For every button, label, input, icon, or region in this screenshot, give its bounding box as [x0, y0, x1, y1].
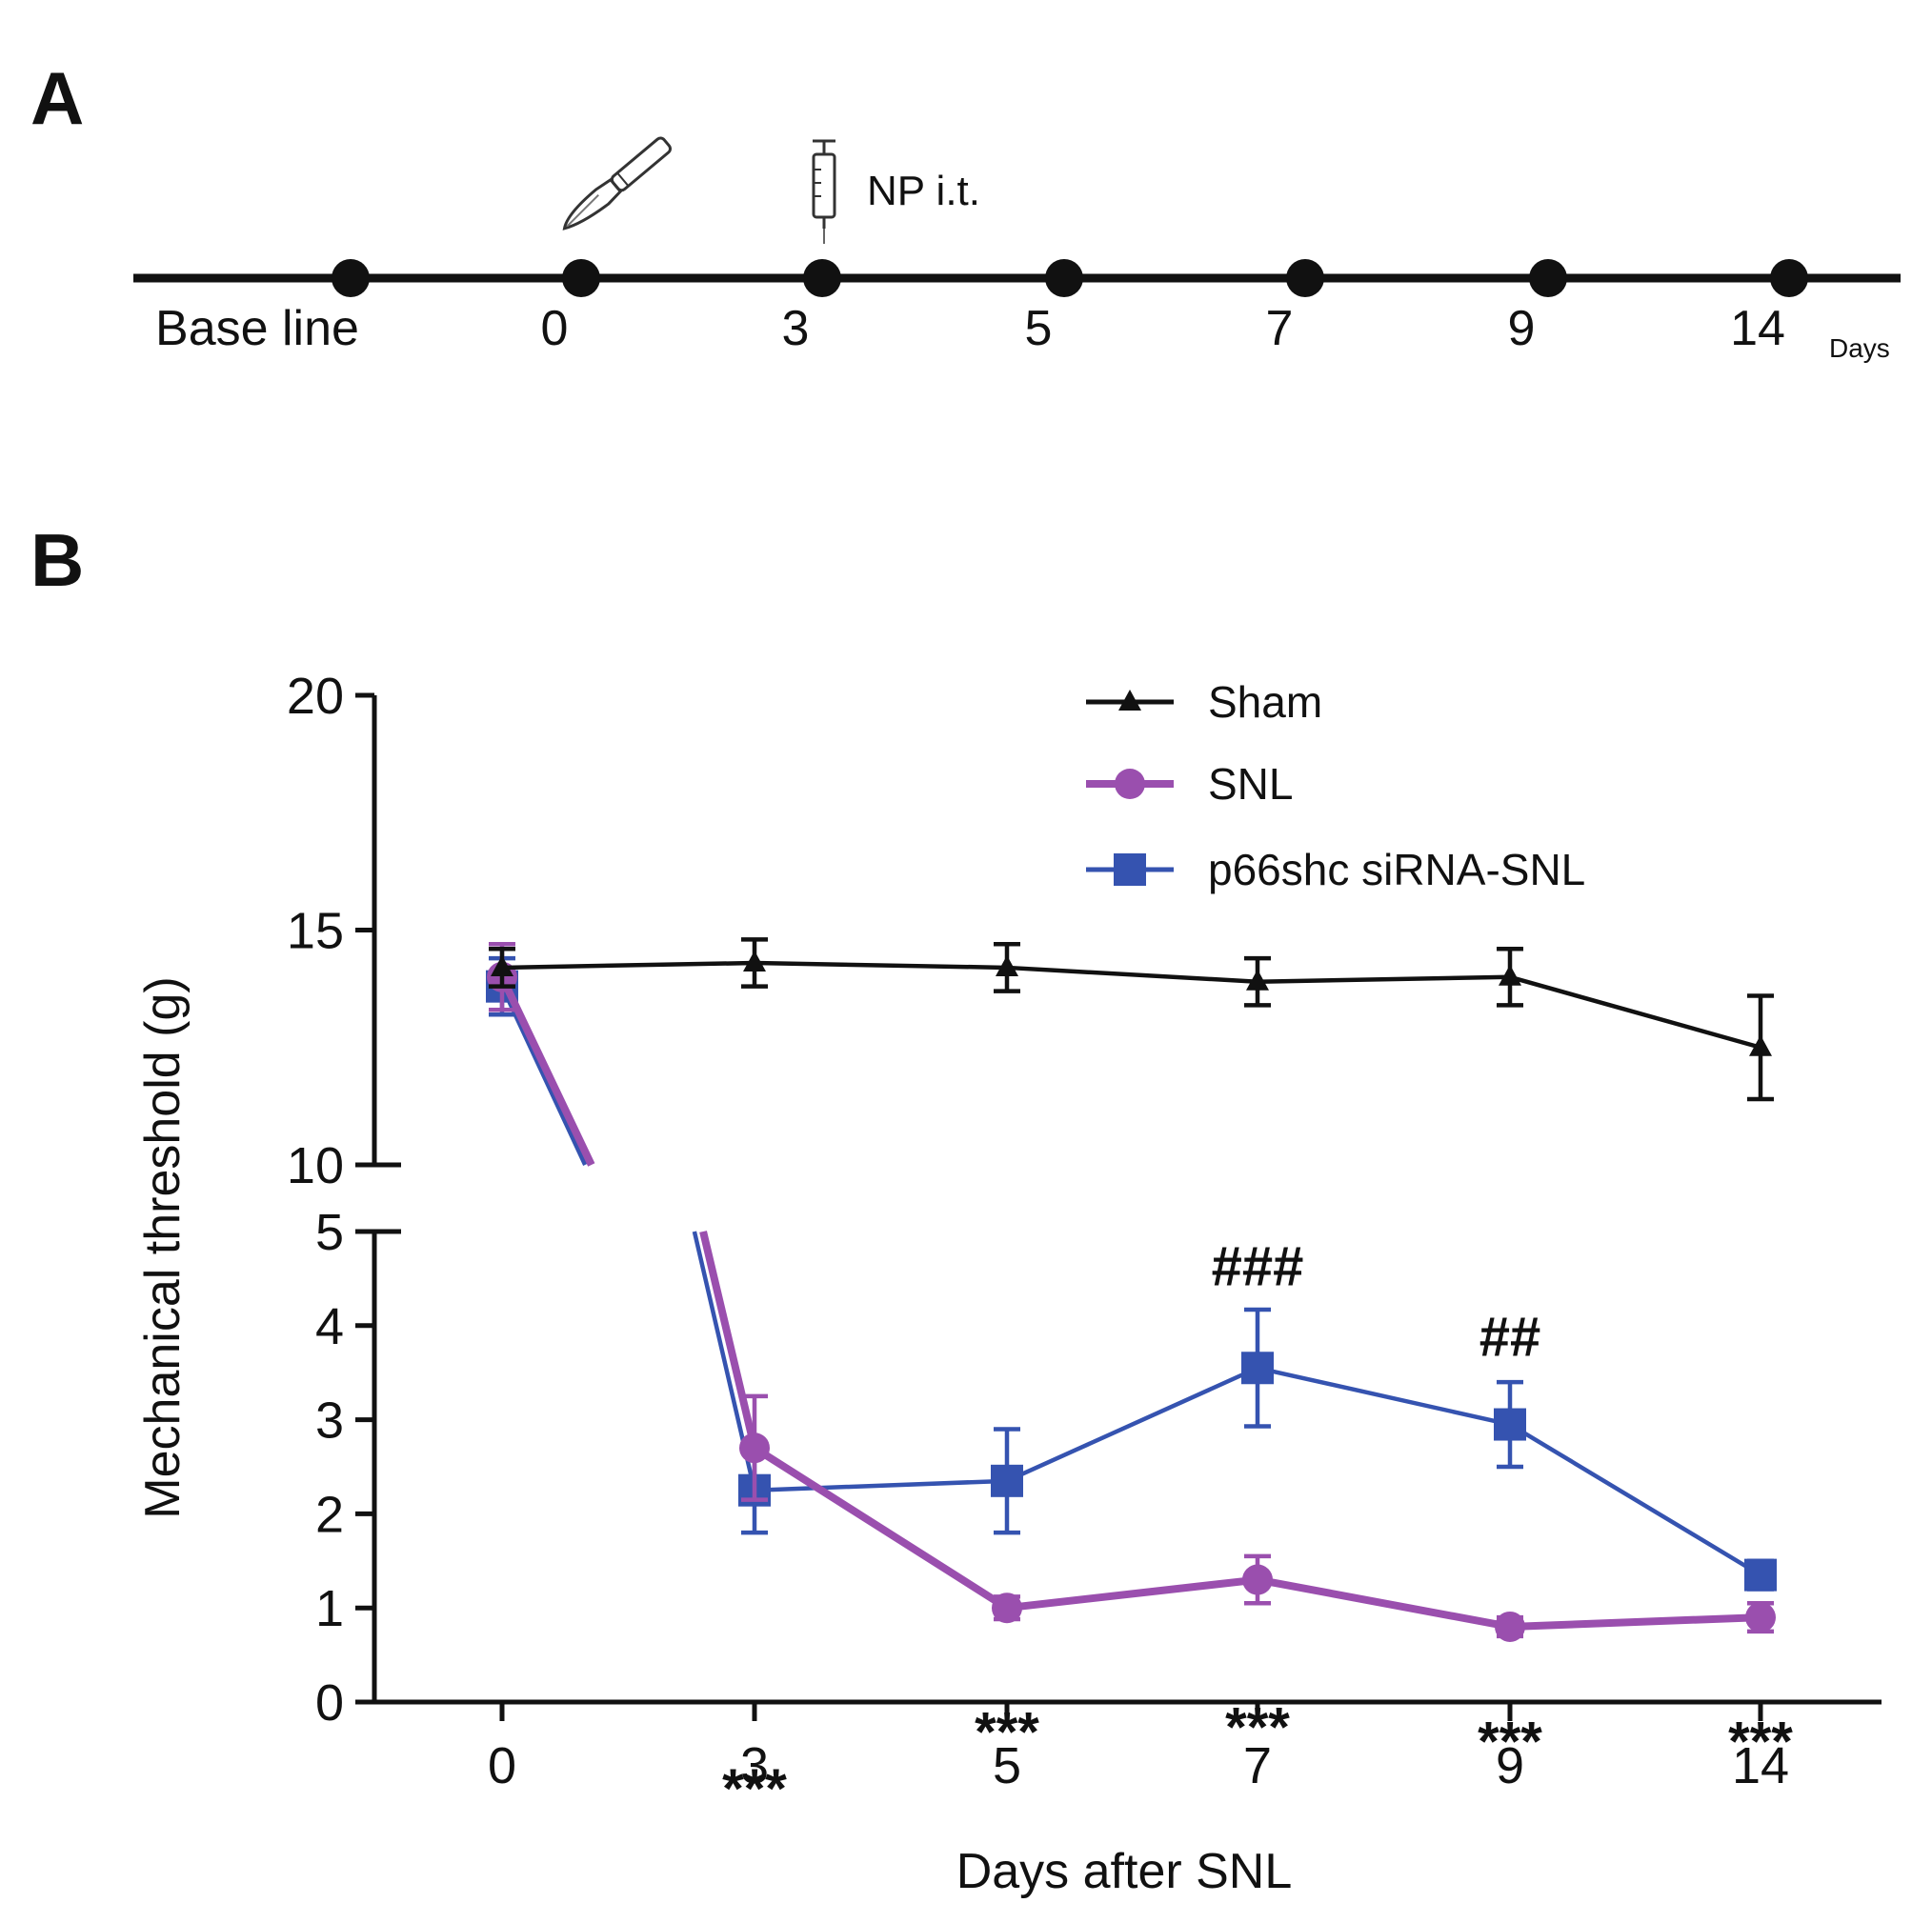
series-line-p66shc-sirna-snl-2: [1006, 1366, 1258, 1483]
timeline-label-3: 3: [782, 301, 810, 356]
x-tick-label-0: 0: [488, 1737, 516, 1794]
timeline-dot-14: [1770, 259, 1808, 297]
x-axis-title: Days after SNL: [956, 1844, 1293, 1899]
legend-item-snl: SNL: [1086, 759, 1293, 809]
series-line-p66shc-sirna-snl-3: [1257, 1366, 1511, 1427]
legend-item-sham: Sham: [1086, 677, 1322, 727]
injection-label: NP i.t.: [867, 168, 980, 214]
timeline-dot-5: [1045, 259, 1083, 297]
legend-item-p66shc-sirna-snl: p66shc siRNA-SNL: [1086, 845, 1585, 894]
legend-label-snl: SNL: [1208, 759, 1293, 809]
series-line-snl-0-lower: [699, 1231, 758, 1450]
series-line-sham-4: [1509, 974, 1761, 1050]
y-axis-title: Mechanical threshold (g): [135, 976, 191, 1518]
point-p66shc-sirna-snl-7: [1241, 1352, 1274, 1385]
point-p66shc-sirna-snl-5: [991, 1464, 1023, 1497]
series-line-p66shc-sirna-snl-1: [754, 1478, 1008, 1492]
annotation-hash-7: ###: [1212, 1236, 1304, 1298]
series-sham: [489, 937, 1774, 1102]
y-tick-label-5: 5: [315, 1204, 344, 1261]
timeline-label-7: 7: [1266, 301, 1294, 356]
y-tick-label-4: 4: [315, 1298, 344, 1355]
series-line-sham-0: [501, 960, 755, 971]
point-p66shc-sirna-snl-9: [1494, 1408, 1526, 1441]
y-tick-label-20: 20: [287, 668, 344, 725]
timeline-unit-label: Days: [1829, 333, 1890, 363]
annotation-hash-9: ##: [1479, 1307, 1541, 1369]
timeline-dot-0: [562, 259, 600, 297]
point-snl-9: [1495, 1611, 1525, 1642]
timeline-label-14: 14: [1730, 301, 1785, 356]
annotation-star-14: ***: [1728, 1712, 1793, 1773]
annotation-star-3: ***: [722, 1758, 787, 1820]
series-line-p66shc-sirna-snl-0-upper: [499, 985, 588, 1166]
point-sham-3: [743, 951, 766, 972]
x-tick-label-9: 9: [1496, 1737, 1524, 1794]
legend-marker-snl: [1115, 769, 1145, 799]
point-sham-5: [996, 954, 1018, 976]
point-snl-7: [1242, 1564, 1273, 1595]
annotation-star-7: ***: [1225, 1697, 1290, 1759]
series-line-snl-1: [752, 1444, 1010, 1612]
timeline-dot-3: [803, 259, 841, 297]
timeline-label-base-line: Base line: [155, 301, 359, 356]
chart-legend: Sham SNL p66shc siRNA-SNL: [1086, 677, 1585, 894]
panel-a-label: A: [30, 56, 84, 140]
legend-marker-sham: [1118, 690, 1141, 711]
syringe-icon: [812, 139, 836, 244]
panel-b-label: B: [30, 518, 84, 602]
series-snl: [487, 942, 1776, 1642]
timeline-label-0: 0: [541, 301, 569, 356]
series-layer: [486, 937, 1777, 1642]
series-line-snl-4: [1509, 1613, 1761, 1631]
point-sham-0: [491, 954, 513, 976]
series-line-p66shc-sirna-snl-4: [1508, 1422, 1762, 1577]
legend-label-sham: Sham: [1208, 677, 1322, 727]
timeline-dot-7: [1286, 259, 1324, 297]
point-sham-9: [1499, 964, 1521, 986]
timeline-label-9: 9: [1508, 301, 1536, 356]
series-line-snl-3: [1257, 1575, 1511, 1631]
y-tick-label-15: 15: [287, 903, 344, 960]
point-snl-14: [1745, 1602, 1776, 1633]
y-tick-label-0: 0: [315, 1674, 344, 1732]
x-tick-label-7: 7: [1243, 1737, 1272, 1794]
x-tick-label-5: 5: [993, 1737, 1021, 1794]
timeline-label-5: 5: [1025, 301, 1053, 356]
annotation-star-9: ***: [1478, 1712, 1542, 1773]
legend-label-p66shc-sirna-snl: p66shc siRNA-SNL: [1208, 845, 1585, 894]
timeline-dots: [332, 259, 1808, 297]
x-tick-label-3: 3: [740, 1737, 769, 1794]
series-line-snl-0-upper: [498, 975, 595, 1167]
point-snl-3: [739, 1432, 770, 1464]
timeline-dot-base-line: [332, 259, 370, 297]
y-tick-label-2: 2: [315, 1486, 344, 1543]
timeline-dot-9: [1529, 259, 1567, 297]
y-tick-label-3: 3: [315, 1392, 344, 1450]
series-line-snl-2: [1006, 1575, 1258, 1613]
annotation-star-5: ***: [975, 1702, 1039, 1764]
series-p66shc-sirna-snl: [486, 955, 1777, 1592]
point-sham-14: [1749, 1034, 1772, 1056]
legend-marker-p66shc-sirna-snl: [1114, 853, 1146, 886]
series-line-sham-2: [1006, 965, 1258, 984]
point-snl-5: [992, 1592, 1022, 1624]
series-line-sham-3: [1257, 974, 1511, 984]
significance-annotations: ****** *** *** ***#####: [722, 1236, 1793, 1820]
point-p66shc-sirna-snl-14: [1744, 1558, 1777, 1592]
scalpel-icon: [562, 136, 672, 230]
timeline-labels: Base line 0 3 5 7 9 14: [155, 301, 1785, 356]
series-line-sham-1: [754, 960, 1008, 971]
y-tick-label-10: 10: [287, 1137, 344, 1194]
point-sham-7: [1246, 969, 1269, 991]
chart-axes: 10 15 20 0 1 2 3 4 5 0 3 5 7 9 14: [287, 668, 1882, 1794]
x-tick-label-14: 14: [1732, 1737, 1789, 1794]
y-tick-label-1: 1: [315, 1580, 344, 1637]
